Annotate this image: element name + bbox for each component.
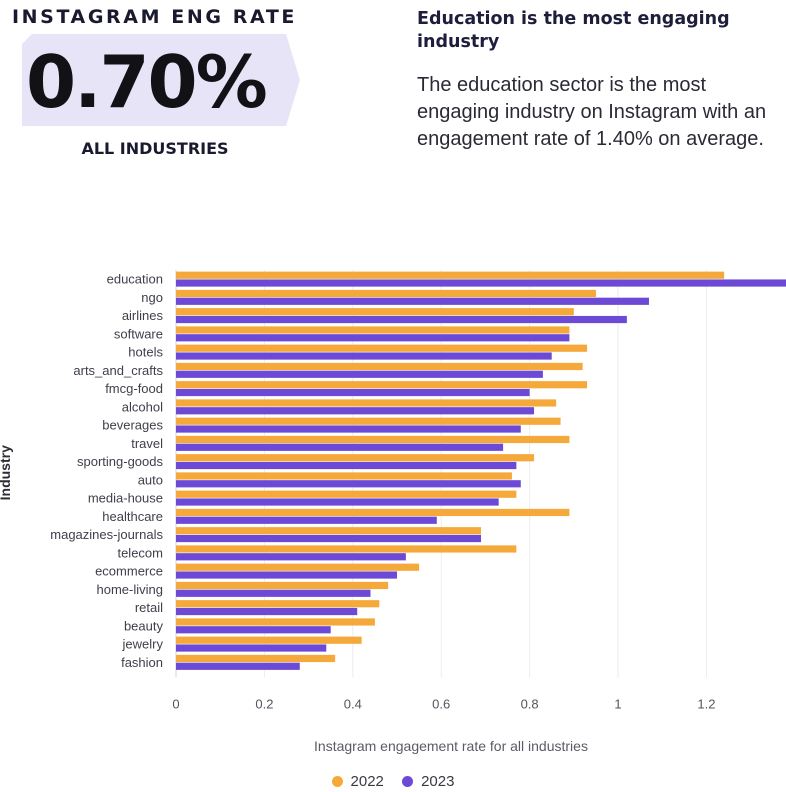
bar-2023 (176, 480, 521, 488)
bar-2023 (176, 425, 521, 433)
bar-2023 (176, 626, 331, 634)
category-label: beverages (102, 418, 163, 433)
bar-2022 (176, 618, 375, 626)
bar-2022 (176, 563, 420, 571)
x-tick-label: 0.2 (255, 697, 273, 712)
bar-2022 (176, 600, 380, 608)
category-label: jewelry (122, 637, 164, 652)
legend-item-2023: 2023 (402, 773, 454, 790)
bar-2022 (176, 308, 574, 316)
bar-2022 (176, 581, 389, 590)
bar-2022 (176, 271, 725, 279)
bar-2022 (176, 326, 570, 334)
bar-2023 (176, 607, 358, 616)
bar-chart: 0 0.2 0.4 0.6 0.8 1 1.2 education ngo airlines sof… (0, 270, 786, 712)
bar-2022 (176, 381, 588, 389)
bar-2023 (176, 315, 627, 324)
x-tick-label: 0.8 (521, 697, 539, 712)
x-tick-label: 1 (614, 697, 621, 712)
category-label: magazines-journals (50, 527, 163, 542)
bar-2023 (176, 352, 552, 360)
category-label: auto (138, 472, 163, 487)
bar-2023 (176, 279, 786, 287)
bar-2023 (176, 571, 398, 579)
metric-scope: ALL INDUSTRIES (81, 139, 229, 158)
bar-2023 (176, 388, 530, 397)
bar-2023 (176, 498, 499, 506)
bar-2023 (176, 370, 543, 378)
bar-2022 (176, 362, 583, 371)
x-tick-label: 0.4 (344, 697, 362, 712)
bar-2022 (176, 654, 336, 663)
category-label: fashion (121, 655, 163, 670)
bar-2022 (176, 417, 561, 425)
category-label: healthcare (102, 509, 163, 524)
bar-2022 (176, 472, 512, 480)
metric-title: INSTAGRAM ENG RATE (12, 6, 297, 28)
bar-2023 (176, 443, 504, 451)
category-label: retail (135, 600, 163, 615)
category-label: education (107, 272, 163, 287)
bar-2022 (176, 399, 557, 407)
category-label: ngo (141, 290, 163, 305)
category-label: home-living (97, 582, 163, 597)
bar-2022 (176, 508, 570, 517)
bar-2023 (176, 516, 437, 524)
bar-2023 (176, 461, 517, 470)
x-axis-title: Instagram engagement rate for all indust… (314, 738, 588, 754)
bar-2022 (176, 490, 517, 498)
metric-banner (22, 34, 300, 126)
legend-label-2023: 2023 (421, 773, 455, 790)
category-label: travel (131, 436, 163, 451)
bar-2022 (176, 527, 481, 535)
category-label: hotels (128, 345, 163, 360)
legend-swatch-2023 (402, 776, 414, 787)
category-label: arts_and_crafts (73, 363, 163, 378)
category-label: software (114, 326, 163, 341)
category-label: alcohol (122, 399, 163, 414)
headline: Education is the most engaging industry (417, 9, 730, 52)
description: The education sector is the most engagin… (417, 74, 767, 150)
legend-item-2022: 2022 (331, 773, 384, 790)
category-label: fmcg-food (105, 381, 163, 396)
bar-2023 (176, 534, 481, 543)
bar-2023 (176, 553, 406, 561)
legend-swatch-2022 (331, 776, 343, 787)
category-label: telecom (117, 545, 163, 560)
legend: 2022 2023 (0, 773, 786, 791)
category-label: sporting-goods (77, 454, 163, 469)
bar-2022 (176, 454, 535, 462)
bar-2023 (176, 644, 327, 652)
x-tick-label: 0.6 (432, 697, 450, 712)
category-label: media-house (88, 491, 163, 506)
bar-2022 (176, 636, 362, 644)
x-tick-label: 0 (172, 697, 179, 712)
legend-label-2022: 2022 (350, 773, 384, 790)
bar-2023 (176, 589, 371, 597)
bar-2023 (176, 334, 570, 342)
bar-2022 (176, 289, 596, 298)
category-label: beauty (124, 618, 164, 633)
category-label: ecommerce (95, 564, 163, 579)
bar-2023 (176, 297, 649, 305)
x-tick-label: 1.2 (697, 697, 715, 712)
y-axis-title: Industry (0, 445, 13, 500)
bar-2022 (176, 344, 588, 352)
bar-2022 (176, 545, 517, 553)
bar-2023 (176, 407, 535, 415)
bar-2023 (176, 662, 300, 670)
bar-2022 (176, 435, 570, 444)
metric-value: 0.70% (26, 40, 268, 124)
category-label: airlines (122, 308, 164, 323)
